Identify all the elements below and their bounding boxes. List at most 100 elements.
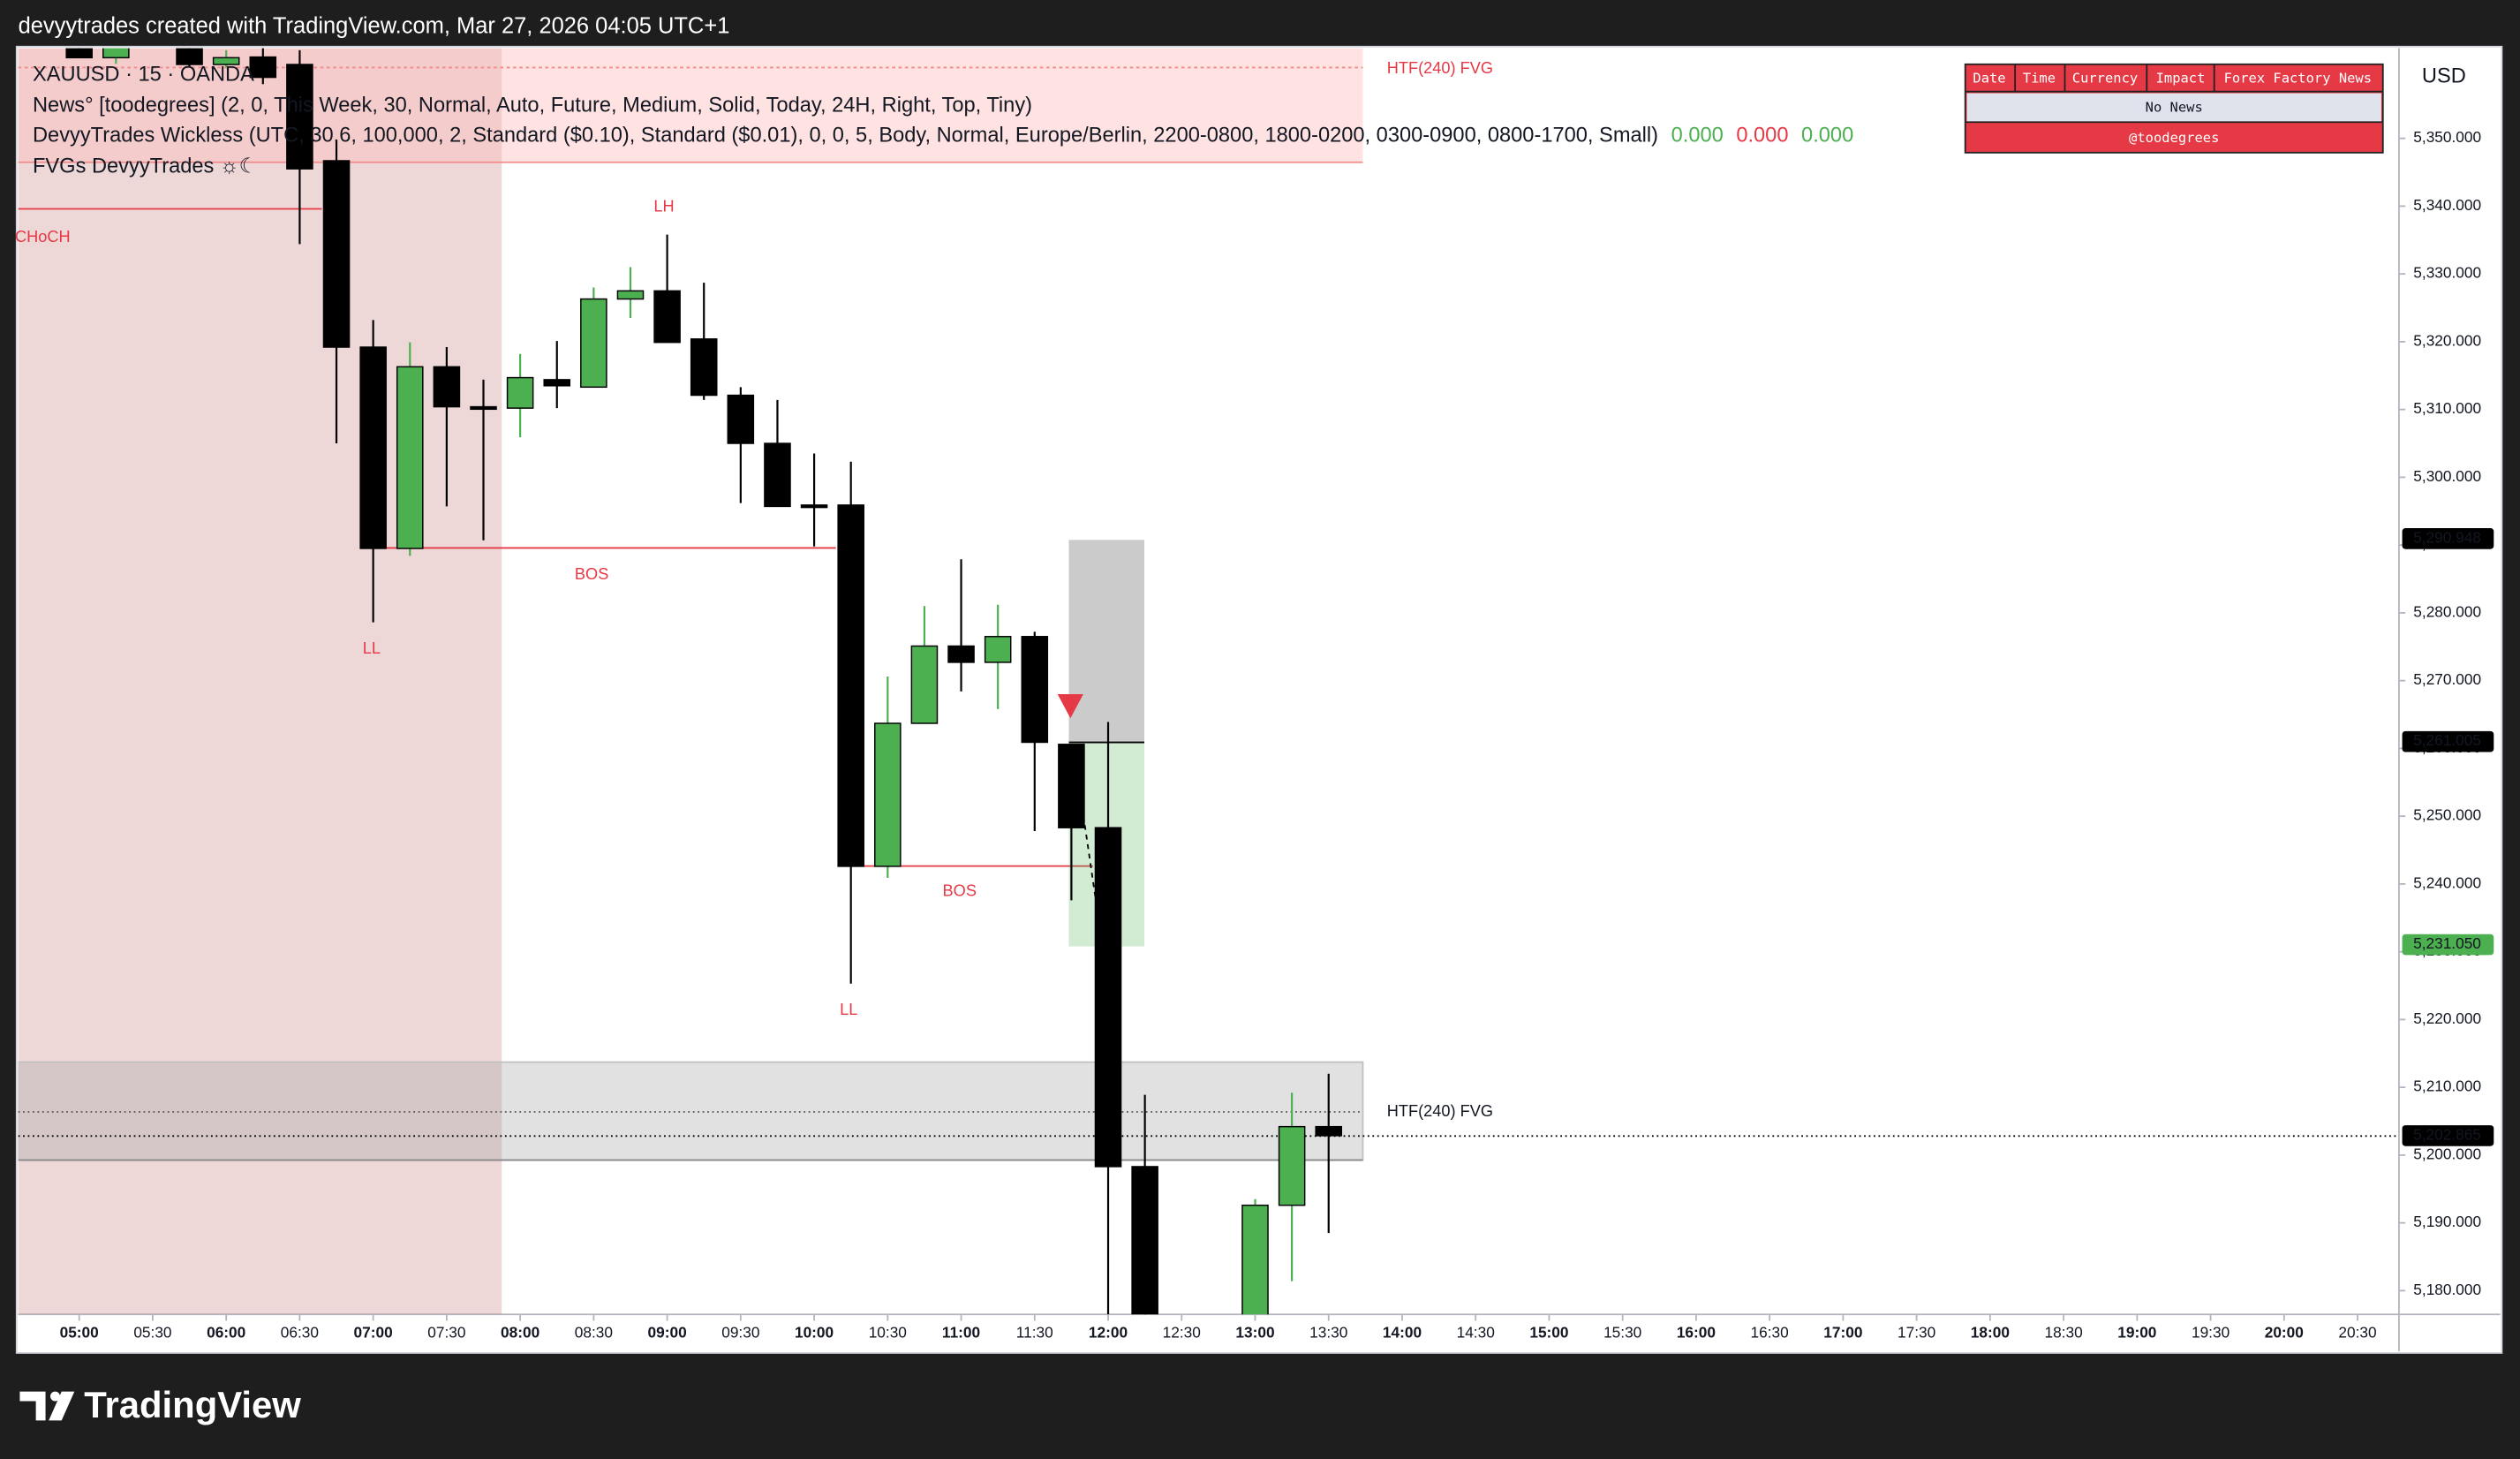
candle-body	[1058, 744, 1085, 828]
y-tick-label: 5,190.000	[2413, 1213, 2481, 1230]
x-tick-label: 20:00	[2265, 1324, 2304, 1342]
y-tick-label: 5,300.000	[2413, 467, 2481, 485]
candles	[65, 48, 1343, 1315]
price-label: 5,231.050	[2413, 934, 2481, 952]
candle-body	[65, 48, 93, 59]
candle-body	[1131, 1166, 1158, 1315]
annotation: HTF(240) FVG	[1387, 59, 1493, 77]
plot-overlays	[18, 48, 2399, 1315]
table-header: Date	[1973, 71, 2005, 87]
x-tick-label: 15:30	[1603, 1324, 1641, 1342]
x-tick-label: 10:30	[869, 1324, 907, 1342]
candle-body	[506, 376, 534, 409]
y-tick-label: 5,320.000	[2413, 331, 2481, 349]
tradingview-logo: TradingView	[19, 1384, 301, 1425]
y-tick-label: 5,280.000	[2413, 602, 2481, 620]
candle-body	[690, 338, 718, 397]
table-header: Time	[2023, 71, 2056, 87]
x-tick-label: 20:30	[2338, 1324, 2376, 1342]
candle-body	[616, 290, 645, 300]
stop-zone	[1068, 540, 1145, 743]
legend-indicator[interactable]: News° [toodegrees] (2, 0, This Week, 30,…	[33, 94, 1032, 117]
x-tick-label: 07:00	[354, 1324, 393, 1342]
indicator-value: 0.000	[1736, 125, 1788, 147]
candle-body	[249, 56, 277, 79]
candle-body	[653, 290, 681, 344]
candle-body	[984, 636, 1012, 663]
x-tick-label: 10:00	[795, 1324, 834, 1342]
table-header: Currency	[2072, 71, 2138, 87]
legend-indicator[interactable]: DevyyTrades Wickless (UTC, 30.6, 100,000…	[33, 125, 1853, 147]
legend-indicator[interactable]: FVGs DevyyTrades ☼☾	[33, 155, 258, 178]
price-label-bg	[2402, 934, 2494, 956]
candle-body	[910, 645, 939, 724]
y-tick-label: 5,250.000	[2413, 806, 2481, 824]
y-tick-label: 5,220.000	[2413, 1009, 2481, 1027]
x-tick-label: 17:00	[1823, 1324, 1862, 1342]
candle-body	[874, 722, 902, 867]
x-tick-label: 11:30	[1016, 1324, 1053, 1342]
candle-body	[1094, 827, 1122, 1168]
y-tick-label: 5,310.000	[2413, 399, 2481, 417]
currency-button[interactable]: USD	[2422, 65, 2466, 88]
x-tick-label: 13:00	[1235, 1324, 1274, 1342]
legend-symbol[interactable]: XAUUSD · 15 · OANDA	[33, 64, 254, 87]
sell-signal	[1057, 693, 1083, 719]
x-tick-label: 18:30	[2044, 1324, 2082, 1342]
table-header: Impact	[2156, 71, 2206, 87]
fvg-zone-bottom	[18, 1061, 1364, 1161]
x-tick-label: 13:30	[1309, 1324, 1347, 1342]
candle-body	[433, 366, 461, 408]
x-tick-label: 19:30	[2192, 1324, 2230, 1342]
candle-body	[176, 48, 203, 65]
y-tick-label: 5,180.000	[2413, 1281, 2481, 1298]
x-tick-label: 08:00	[501, 1324, 539, 1342]
axes: 5,180.000 5,190.000 5,200.000 5,210.000 5,22…	[60, 128, 2494, 1342]
y-tick-label: 5,240.000	[2413, 873, 2481, 891]
candle-body	[764, 442, 791, 508]
candle-body	[800, 504, 828, 509]
x-tick-label: 18:00	[1971, 1324, 2010, 1342]
candle-body	[1278, 1125, 1306, 1206]
x-tick-label: 05:00	[60, 1324, 99, 1342]
annotation: CHoCH	[15, 228, 71, 246]
table-footer: @toodegrees	[2129, 130, 2219, 146]
x-tick-label: 09:00	[648, 1324, 687, 1342]
price-label: 5,290.948	[2413, 528, 2481, 546]
candle-body	[1315, 1125, 1343, 1137]
candle-body	[396, 366, 424, 549]
candle-body	[580, 298, 607, 389]
y-tick-label: 5,350.000	[2413, 128, 2481, 146]
price-label: 5,261.005	[2413, 731, 2481, 749]
y-tick-label: 5,200.000	[2413, 1145, 2481, 1162]
candle-body	[102, 48, 130, 59]
x-tick-label: 06:00	[207, 1324, 245, 1342]
x-tick-label: 16:00	[1677, 1324, 1716, 1342]
candle-body	[947, 645, 975, 663]
x-tick-label: 07:30	[427, 1324, 465, 1342]
candle-body	[322, 160, 351, 348]
x-tick-label: 05:30	[133, 1324, 171, 1342]
indicator-value: 0.000	[1801, 125, 1853, 147]
candle-body	[727, 394, 755, 444]
chart-frame	[15, 45, 2503, 1354]
annotation: LH	[653, 198, 674, 215]
x-tick-label: 19:00	[2117, 1324, 2156, 1342]
indicator-value: 0.000	[1671, 125, 1724, 147]
indicator-name: DevyyTrades Wickless (UTC, 30.6, 100,000…	[33, 125, 1658, 147]
annotation: LL	[840, 1001, 857, 1018]
x-tick-label: 14:00	[1383, 1324, 1422, 1342]
session-shade	[18, 48, 502, 1315]
annotation: BOS	[575, 565, 608, 583]
candle-body	[359, 346, 387, 549]
logo-mark	[49, 1391, 75, 1421]
candle-body	[837, 504, 864, 867]
x-tick-label: 15:00	[1529, 1324, 1568, 1342]
y-tick-label: 5,330.000	[2413, 264, 2481, 282]
candle-body	[212, 57, 240, 65]
table-cell: No News	[2146, 99, 2203, 115]
x-tick-label: 16:30	[1751, 1324, 1789, 1342]
annotation: BOS	[943, 882, 977, 900]
y-tick-label: 5,210.000	[2413, 1077, 2481, 1095]
